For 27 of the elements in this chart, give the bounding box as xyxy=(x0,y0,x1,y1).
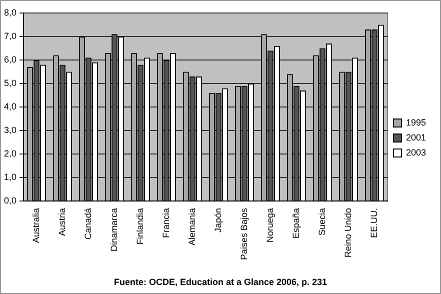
x-tick-label: Dinamarca xyxy=(108,208,119,252)
x-tick-label: Finlandia xyxy=(134,208,145,245)
legend-label: 1995 xyxy=(406,117,426,128)
x-tick-label: Reino Unido xyxy=(342,208,353,258)
y-tick-label: 5,0 xyxy=(4,78,17,88)
x-tick-label: Alemania xyxy=(186,208,197,246)
y-tick-label: 4,0 xyxy=(4,101,17,112)
y-tick-label: 8,0 xyxy=(4,7,17,18)
x-tick-label: Australia xyxy=(30,208,41,243)
legend-label: 2003 xyxy=(406,147,426,158)
legend-label: 2001 xyxy=(406,132,426,142)
source-note: Fuente: OCDE, Education at a Glance 2006, p. 231 xyxy=(112,277,328,287)
x-tick-label: España xyxy=(290,208,301,239)
x-tick-label: Japón xyxy=(212,208,223,233)
y-tick-label: 3,0 xyxy=(4,124,17,135)
x-tick-label: Austria xyxy=(56,208,67,236)
y-tick-label: 2,0 xyxy=(4,148,17,158)
x-tick-label: EE.UU. xyxy=(368,208,379,238)
x-tick-label: Suecia xyxy=(316,208,327,236)
y-tick-label: 0,0 xyxy=(4,195,17,206)
x-tick-label: Noruega xyxy=(264,208,275,243)
y-tick-label: 7,0 xyxy=(4,30,17,41)
x-tick-label: Canadá xyxy=(82,208,93,240)
x-tick-label: Francia xyxy=(160,208,171,238)
y-tick-label: 1,0 xyxy=(4,172,17,182)
x-tick-label: Paises Bajos xyxy=(238,207,249,260)
y-tick-label: 6,0 xyxy=(4,54,17,64)
